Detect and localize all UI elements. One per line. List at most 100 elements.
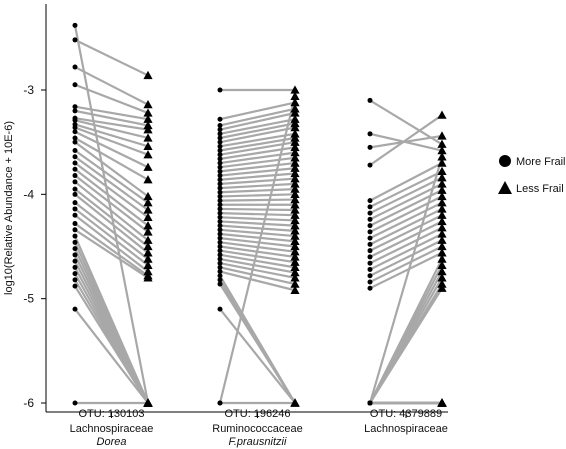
- group-label: Ruminococcaceae: [212, 423, 303, 435]
- pair-line: [368, 214, 444, 252]
- less-frail-point: [143, 260, 153, 269]
- otu-label: OTU: 196246: [224, 408, 290, 420]
- pair-line: [368, 220, 444, 259]
- less-frail-point: [143, 212, 153, 221]
- pair-line: [218, 249, 297, 264]
- less-frail-point: [143, 108, 153, 117]
- pair-line: [218, 253, 297, 269]
- more-frail-point: [217, 202, 223, 208]
- less-frail-point: [290, 148, 300, 157]
- legend-label: Less Frail: [516, 183, 564, 195]
- more-frail-point: [217, 206, 223, 212]
- more-frail-point: [217, 168, 223, 174]
- less-frail-point: [143, 235, 153, 244]
- less-frail-point: [290, 179, 300, 188]
- more-frail-point: [72, 139, 78, 145]
- more-frail-point: [72, 37, 78, 43]
- less-frail-point: [290, 221, 300, 230]
- more-frail-point: [217, 181, 223, 187]
- more-frail-point: [217, 235, 223, 241]
- less-frail-point: [437, 198, 447, 207]
- more-frail-point: [72, 221, 78, 227]
- pair-line: [73, 109, 150, 127]
- more-frail-point: [367, 131, 373, 137]
- more-frail-point: [217, 231, 223, 237]
- less-frail-point: [143, 205, 153, 214]
- less-frail-point: [437, 179, 447, 188]
- more-frail-point: [367, 223, 373, 229]
- more-frail-point: [72, 246, 78, 252]
- less-frail-point: [143, 120, 153, 130]
- less-frail-point: [290, 194, 300, 204]
- more-frail-point: [72, 117, 78, 123]
- pair-line: [73, 193, 150, 254]
- less-frail-point: [290, 184, 300, 193]
- pair-line: [218, 111, 297, 131]
- less-frail-point: [143, 273, 153, 282]
- pair-line: [73, 141, 150, 198]
- markers: [72, 22, 447, 407]
- pair-line: [73, 149, 150, 204]
- more-frail-point: [217, 198, 223, 204]
- less-frail-point: [290, 273, 300, 282]
- pair-line: [73, 285, 150, 405]
- more-frail-point: [72, 82, 78, 88]
- more-frail-point: [217, 160, 223, 166]
- less-frail-point: [290, 285, 300, 294]
- pair-line: [73, 117, 150, 131]
- more-frail-point: [217, 260, 223, 266]
- pair-line: [368, 232, 444, 271]
- less-frail-point: [290, 398, 300, 407]
- more-frail-point: [217, 116, 223, 122]
- pair-line: [73, 188, 150, 248]
- less-frail-point: [290, 129, 300, 138]
- more-frail-point: [217, 173, 223, 179]
- more-frail-point: [217, 214, 223, 220]
- more-frail-point: [217, 218, 223, 224]
- pair-line: [73, 155, 150, 212]
- pair-line: [73, 174, 150, 233]
- more-frail-point: [217, 223, 223, 229]
- less-frail-point: [290, 252, 300, 261]
- less-frail-point: [290, 85, 300, 94]
- less-frail-point: [143, 191, 153, 201]
- pair-line: [218, 161, 297, 173]
- more-frail-point: [217, 248, 223, 254]
- pair-line: [368, 182, 444, 221]
- less-frail-point: [143, 266, 153, 276]
- less-frail-point: [290, 279, 300, 288]
- more-frail-point: [367, 204, 373, 210]
- less-frail-point: [290, 231, 300, 240]
- pair-line: [73, 228, 150, 279]
- otu-label: OTU: 130103: [78, 408, 144, 420]
- less-frail-point: [290, 210, 300, 219]
- less-frail-point: [143, 221, 153, 230]
- pair-line: [218, 308, 297, 405]
- pair-line: [218, 122, 297, 140]
- less-frail-point: [290, 118, 300, 128]
- more-frail-point: [72, 264, 78, 270]
- less-frail-point: [437, 185, 447, 194]
- y-axis-title: log10(Relative Abundance + 10E-6): [3, 121, 15, 295]
- more-frail-point: [367, 229, 373, 235]
- less-frail-point: [290, 257, 300, 266]
- more-frail-point: [367, 144, 373, 150]
- more-frail-point: [217, 127, 223, 133]
- less-frail-point: [290, 158, 300, 167]
- less-frail-point: [290, 262, 300, 272]
- legend-label: More Frail: [516, 156, 566, 168]
- more-frail-point: [367, 254, 373, 260]
- less-frail-point: [437, 229, 447, 238]
- more-frail-point: [72, 166, 78, 172]
- less-frail-point: [437, 248, 447, 257]
- pair-line: [73, 126, 150, 156]
- less-frail-point: [437, 204, 447, 213]
- more-frail-point: [72, 129, 78, 135]
- pair-line: [218, 132, 297, 148]
- more-frail-point: [367, 198, 373, 204]
- pair-line: [368, 195, 444, 233]
- more-frail-point: [367, 210, 373, 216]
- more-frail-point: [217, 306, 223, 312]
- pair-line: [73, 136, 150, 181]
